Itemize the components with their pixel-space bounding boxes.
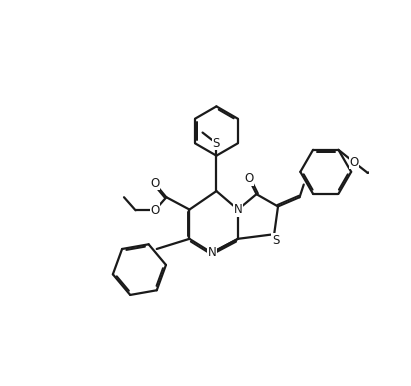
Text: O: O	[244, 172, 253, 185]
Text: O: O	[150, 204, 159, 217]
Text: O: O	[349, 156, 358, 169]
Text: N: N	[208, 246, 216, 259]
Text: N: N	[233, 203, 242, 216]
Text: O: O	[150, 177, 159, 190]
Text: S: S	[213, 137, 220, 150]
Text: S: S	[272, 234, 279, 247]
